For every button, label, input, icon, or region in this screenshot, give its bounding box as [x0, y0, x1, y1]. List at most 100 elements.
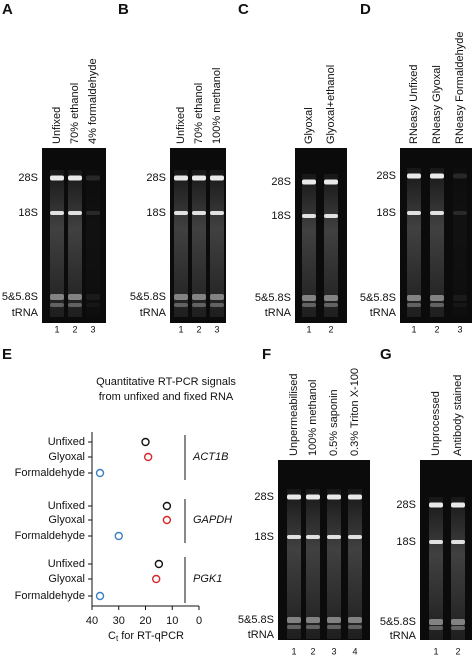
y-tick-label: Glyoxal: [48, 573, 85, 585]
gel-band: [451, 502, 465, 508]
gel-band: [302, 214, 316, 218]
gel-band: [287, 494, 301, 500]
band-label: 28S: [376, 170, 396, 182]
data-point: [162, 515, 172, 525]
lane-smear: [68, 170, 82, 317]
gene-label: ACT1B: [192, 451, 228, 463]
gel-band: [210, 175, 224, 181]
gel-band: [453, 303, 467, 307]
gel-band: [407, 211, 421, 215]
data-point: [114, 531, 123, 541]
panel-letter: E: [2, 346, 12, 363]
gel-band: [50, 175, 64, 181]
lane-number: 4: [352, 646, 357, 656]
gel-band: [430, 295, 444, 301]
panel-letter: G: [380, 346, 392, 363]
band-label: 5&5.8S: [380, 616, 416, 628]
lane-smear: [210, 170, 224, 317]
gel-band: [453, 295, 467, 301]
gel-band: [50, 211, 64, 215]
y-tick-label: Formaldehyde: [15, 467, 85, 479]
gel-band: [348, 535, 362, 539]
data-point: [95, 468, 105, 478]
y-tick-label: Unfixed: [48, 500, 85, 512]
band-label: 18S: [376, 207, 396, 219]
lane-smear: [306, 489, 320, 639]
lane-label: Unprocessed: [430, 391, 442, 456]
band-label: tRNA: [370, 307, 397, 319]
lane-number: 2: [455, 646, 460, 656]
lane-smear: [324, 174, 338, 317]
band-label: 28S: [396, 499, 416, 511]
gel-band: [50, 303, 64, 307]
y-tick-label: Unfixed: [48, 436, 85, 448]
gel-band: [68, 211, 82, 215]
x-tick-label: 10: [166, 615, 178, 627]
gel-band: [430, 211, 444, 215]
gel-band: [324, 214, 338, 218]
lane-label: RNeasy Unfixed: [408, 65, 420, 144]
lane-smear: [407, 168, 421, 317]
band-label: tRNA: [140, 307, 167, 319]
gel-band: [407, 173, 421, 179]
gel-band: [324, 179, 338, 185]
band-label: tRNA: [248, 629, 275, 641]
band-label: 18S: [396, 536, 416, 548]
lane-label: Unfixed: [51, 107, 63, 144]
plot-title: Quantitative RT-PCR signals: [96, 376, 236, 388]
x-tick-label: 30: [113, 615, 125, 627]
band-label: tRNA: [12, 307, 39, 319]
x-tick-label: 0: [196, 615, 202, 627]
data-point: [154, 559, 164, 569]
lane-number: 1: [54, 324, 59, 334]
band-label: 5&5.8S: [238, 614, 274, 626]
gel-band: [68, 294, 82, 300]
lane-smear: [50, 170, 64, 317]
plot-title: from unfixed and fixed RNA: [99, 391, 234, 403]
lane-label: 70% ethanol: [193, 83, 205, 144]
panel-letter: B: [118, 1, 129, 18]
gel-band: [430, 173, 444, 179]
lane-smear: [451, 497, 465, 640]
gel-band: [453, 173, 467, 179]
gel-band: [50, 294, 64, 300]
lane-label: 100% methanol: [211, 68, 223, 144]
band-label: 28S: [146, 172, 166, 184]
gel-band: [210, 303, 224, 307]
gel-band: [192, 294, 206, 300]
gel-band: [429, 502, 443, 508]
lane-label: 0.3% Triton X-100: [349, 368, 361, 456]
lane-number: 1: [178, 324, 183, 334]
gel-band: [327, 535, 341, 539]
lane-smear: [287, 489, 301, 639]
data-point: [143, 452, 153, 462]
lane-smear: [86, 170, 100, 317]
lane-smear: [430, 168, 444, 317]
gel-band: [302, 179, 316, 185]
lane-label: Antibody stained: [452, 375, 464, 456]
gel-band: [306, 617, 320, 623]
lane-smear: [348, 489, 362, 639]
y-tick-label: Formaldehyde: [15, 530, 85, 542]
lane-smear: [302, 174, 316, 317]
y-tick-label: Glyoxal: [48, 451, 85, 463]
band-label: 5&5.8S: [360, 292, 396, 304]
lane-number: 1: [306, 324, 311, 334]
gel-band: [324, 295, 338, 301]
panel-letter: A: [2, 1, 13, 18]
band-label: 18S: [146, 207, 166, 219]
gel-band: [86, 294, 100, 300]
gel-band: [174, 294, 188, 300]
gel-band: [86, 303, 100, 307]
lane-label: RNeasy Glyoxal: [431, 65, 443, 144]
gel-band: [302, 303, 316, 307]
lane-number: 2: [434, 324, 439, 334]
gel-band: [327, 494, 341, 500]
gel-band: [451, 626, 465, 630]
gel-band: [86, 175, 100, 181]
lane-number: 1: [433, 646, 438, 656]
lane-smear: [327, 489, 341, 639]
y-tick-label: Formaldehyde: [15, 590, 85, 602]
lane-label: Unfixed: [175, 107, 187, 144]
